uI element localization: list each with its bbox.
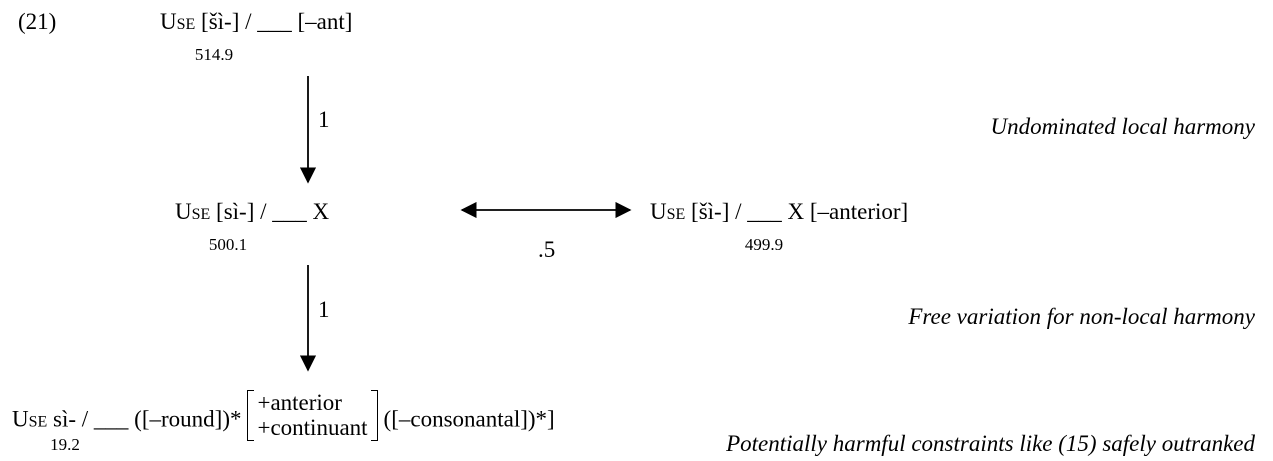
- constraint: Use [sì-] / ___ X: [175, 200, 329, 223]
- example-number: (21): [18, 9, 57, 34]
- constraint-text: [šì-] / ___ X [–anterior]: [691, 199, 909, 224]
- weight: 499.9: [744, 235, 784, 254]
- constraint: Use sì- / ___ ([–round])* +anterior +conti…: [12, 390, 555, 441]
- constraint-prefix: Use: [650, 199, 686, 224]
- constraint-prefix: Use: [160, 9, 196, 34]
- note: Undominated local harmony: [990, 114, 1255, 139]
- note: Potentially harmful constraints like (15…: [726, 431, 1255, 456]
- weight: 514.9: [194, 45, 234, 64]
- weight: 500.1: [208, 235, 248, 254]
- note: Free variation for non-local harmony: [908, 304, 1255, 329]
- feature-matrix: +anterior +continuant: [247, 390, 378, 441]
- weight: 19.2: [50, 435, 80, 454]
- edge-label: 1: [318, 297, 330, 322]
- constraint-prefix: Use: [175, 199, 211, 224]
- constraint-text: [šì-] / ___ [–ant]: [201, 9, 353, 34]
- constraint-text: ([–consonantal])*]: [383, 406, 555, 432]
- edge-label: .5: [538, 237, 556, 262]
- bracket: [370, 390, 378, 441]
- constraint: Use [šì-] / ___ X [–anterior]: [650, 200, 908, 223]
- edge-label: 1: [318, 107, 330, 132]
- constraint: Use [šì-] / ___ [–ant]: [160, 10, 352, 33]
- constraint-text: [sì-] / ___ X: [216, 199, 330, 224]
- feature: +anterior: [257, 390, 342, 415]
- bracket: [247, 390, 255, 441]
- constraint-prefix: Use: [12, 406, 48, 432]
- feature: +continuant: [257, 415, 368, 441]
- constraint-text: sì- / ___ ([–round])*: [53, 406, 242, 432]
